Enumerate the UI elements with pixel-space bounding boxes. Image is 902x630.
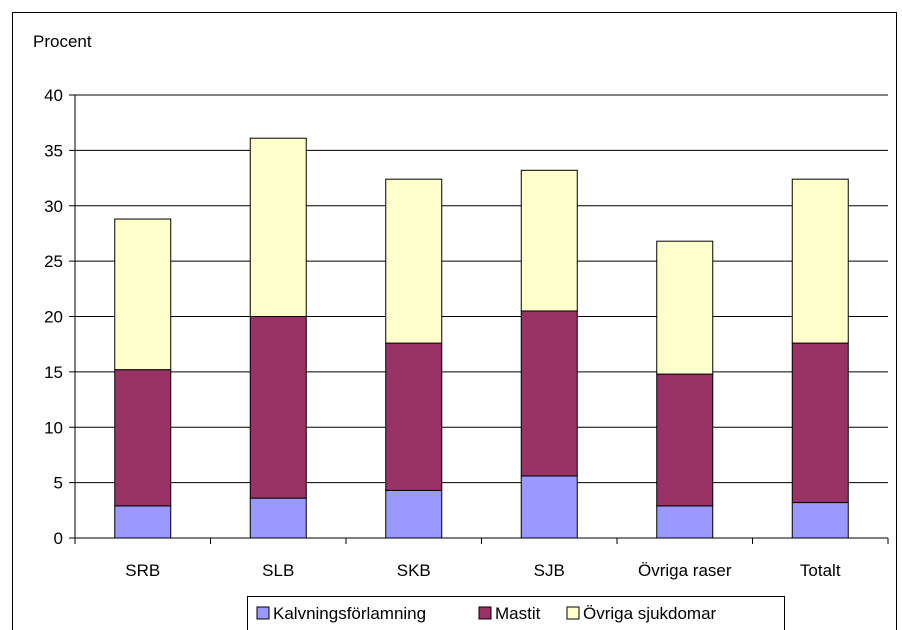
x-tick-label: Totalt — [800, 561, 841, 580]
y-tick-label: 0 — [54, 529, 63, 548]
x-tick-label: SJB — [534, 561, 565, 580]
bar-segment — [520, 310, 578, 477]
y-tick-label: 10 — [44, 418, 63, 437]
bar-segment — [114, 218, 172, 371]
y-axis-ticks: 0 5 10 15 20 25 30 35 40 — [44, 86, 75, 548]
legend-swatch — [566, 606, 580, 620]
legend-swatch — [256, 606, 270, 620]
y-tick-label: 5 — [54, 474, 63, 493]
bar-segment — [114, 369, 172, 507]
legend-label: Övriga sjukdomar — [583, 604, 717, 623]
bar-segment — [385, 342, 443, 491]
legend-swatch — [478, 606, 492, 620]
axes — [74, 95, 889, 544]
bar-segment — [791, 342, 849, 504]
y-tick-label: 25 — [44, 252, 63, 271]
x-tick-label: Övriga raser — [638, 561, 732, 580]
bar-segment — [249, 497, 307, 539]
bar-segment — [656, 373, 714, 507]
x-tick-label: SLB — [262, 561, 294, 580]
legend-label: Mastit — [495, 604, 541, 623]
y-tick-label: 20 — [44, 308, 63, 327]
y-tick-label: 35 — [44, 141, 63, 160]
x-axis-labels: SRB SLB SKB SJB Övriga raser Totalt — [125, 561, 841, 580]
y-tick-label: 40 — [44, 86, 63, 105]
bar-segment — [791, 502, 849, 539]
bar-segment — [249, 137, 307, 317]
gridlines — [75, 94, 888, 484]
bar-segment — [791, 178, 849, 344]
bar-segment — [249, 316, 307, 499]
bar-segment — [656, 240, 714, 375]
bar-segment — [520, 475, 578, 539]
bars — [114, 137, 849, 539]
y-tick-label: 30 — [44, 197, 63, 216]
legend-box — [247, 596, 785, 630]
bar-segment — [520, 169, 578, 312]
bar-segment — [385, 489, 443, 539]
bar-segment — [385, 178, 443, 344]
bar-segment — [114, 505, 172, 539]
y-axis-label: Procent — [33, 32, 92, 51]
y-tick-label: 15 — [44, 363, 63, 382]
x-tick-label: SRB — [125, 561, 160, 580]
legend: Kalvningsförlamning Mastit Övriga sjukdoma… — [247, 596, 785, 630]
x-tick-label: SKB — [397, 561, 431, 580]
bar-segment — [656, 505, 714, 539]
legend-label: Kalvningsförlamning — [273, 604, 426, 623]
